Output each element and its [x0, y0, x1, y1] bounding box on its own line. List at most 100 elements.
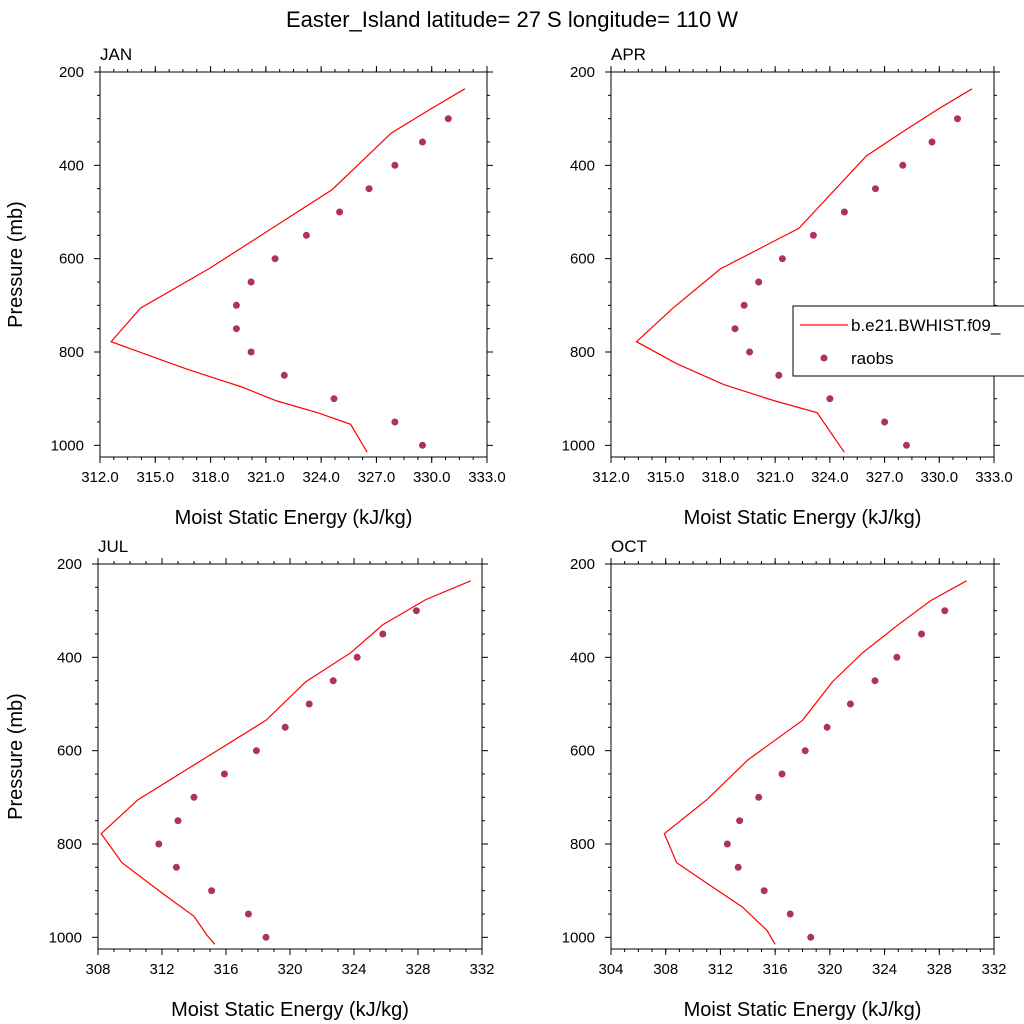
raobs-point: [893, 653, 901, 661]
y-tick-label: 400: [570, 649, 595, 666]
y-tick-label: 400: [570, 157, 595, 174]
y-tick-label: 1000: [49, 929, 82, 946]
series-model-line: [110, 88, 466, 453]
x-tick-label: 332: [469, 961, 494, 978]
y-tick-label: 800: [59, 344, 84, 361]
raobs-point: [412, 607, 420, 615]
plot-frame: [99, 71, 488, 458]
raobs-point: [271, 255, 279, 263]
legend-box: [792, 305, 1024, 377]
y-tick-label: 1000: [562, 929, 595, 946]
raobs-point: [174, 817, 182, 825]
raobs-point: [232, 325, 240, 333]
raobs-point: [252, 747, 260, 755]
x-tick-label: 312.0: [592, 469, 630, 486]
panel-jan: 312.0 315.0 318.0 321.0 324.0 327.0 330.0 333.0…: [5, 45, 506, 529]
y-axis-label: Pressure (mb): [5, 201, 27, 328]
raobs-point: [786, 910, 794, 918]
raobs-point: [755, 278, 763, 286]
raobs-point: [330, 395, 338, 403]
plot-frame: [97, 563, 483, 950]
x-tick-label: 328: [927, 961, 952, 978]
x-tick-label: 316: [763, 961, 788, 978]
x-tick-label: 318.0: [702, 469, 740, 486]
raobs-point: [928, 138, 936, 146]
raobs-point: [305, 700, 313, 708]
x-tick-label: 315.0: [137, 469, 175, 486]
x-tick-label: 320: [817, 961, 842, 978]
raobs-point: [172, 863, 180, 871]
y-tick-label: 200: [57, 556, 82, 573]
panels: 312.0 315.0 318.0 321.0 324.0 327.0 330.0 333.0…: [5, 45, 1013, 1021]
legend-marker-swatch: [820, 354, 828, 362]
x-tick-label: 332: [981, 961, 1006, 978]
x-tick-label: 321.0: [247, 469, 285, 486]
legend: b.e21.BWHIST.f09_raobs: [792, 305, 1024, 377]
y-tick-label: 1000: [51, 437, 84, 454]
raobs-point: [941, 607, 949, 615]
panel-apr: 312.0 315.0 318.0 321.0 324.0 327.0 330.0 333.0…: [562, 45, 1013, 529]
y-tick-label: 200: [570, 556, 595, 573]
x-tick-label: 330.0: [921, 469, 959, 486]
panel-label: JAN: [100, 45, 132, 64]
x-axis-label: Moist Static Energy (kJ/kg): [171, 999, 409, 1021]
x-tick-label: 333.0: [975, 469, 1013, 486]
raobs-point: [881, 418, 889, 426]
panel-oct: 304 308 312 316 320 324 328 332 200 400 600 800 1000…: [562, 537, 1007, 1021]
raobs-point: [903, 441, 910, 449]
raobs-point: [775, 371, 783, 379]
x-tick-label: 320: [277, 961, 302, 978]
x-tick-label: 312.0: [81, 469, 119, 486]
x-tick-label: 316: [213, 961, 238, 978]
x-tick-label: 318.0: [192, 469, 230, 486]
raobs-point: [840, 208, 848, 216]
raobs-point: [801, 747, 809, 755]
x-axis-label: Moist Static Energy (kJ/kg): [175, 507, 413, 529]
x-tick-label: 327.0: [358, 469, 396, 486]
raobs-point: [232, 301, 240, 309]
raobs-point: [262, 933, 270, 941]
raobs-point: [365, 185, 373, 193]
raobs-point: [280, 371, 288, 379]
x-axis-label: Moist Static Energy (kJ/kg): [684, 507, 922, 529]
raobs-point: [918, 630, 925, 638]
raobs-point: [740, 301, 748, 309]
raobs-point: [329, 677, 337, 685]
panel-jul: 308 312 316 320 324 328 332 200 400 600 800 1000 JUL…: [5, 537, 495, 1021]
x-tick-label: 324.0: [811, 469, 849, 486]
raobs-point: [778, 255, 786, 263]
raobs-point: [220, 770, 228, 778]
x-tick-label: 308: [653, 961, 678, 978]
panel-label: JUL: [98, 537, 128, 556]
raobs-point: [336, 208, 344, 216]
x-tick-label: 315.0: [647, 469, 685, 486]
raobs-point: [731, 325, 739, 333]
raobs-point: [807, 933, 815, 941]
raobs-point: [723, 840, 731, 848]
series-model-line: [663, 580, 967, 945]
raobs-point: [419, 138, 426, 146]
panel-label: APR: [611, 45, 646, 64]
y-tick-label: 400: [59, 157, 84, 174]
x-tick-label: 328: [405, 961, 430, 978]
raobs-point: [281, 723, 289, 731]
series-model-line: [100, 580, 472, 945]
plot-frame: [610, 563, 995, 950]
raobs-point: [391, 161, 399, 169]
raobs-point: [826, 395, 834, 403]
raobs-point: [190, 793, 198, 801]
x-tick-label: 330.0: [413, 469, 451, 486]
raobs-point: [734, 863, 742, 871]
x-tick-label: 324: [872, 961, 897, 978]
panel-label: OCT: [611, 537, 647, 556]
raobs-point: [954, 115, 961, 123]
x-axis-label: Moist Static Energy (kJ/kg): [684, 999, 922, 1021]
raobs-point: [846, 700, 854, 708]
raobs-point: [871, 677, 879, 685]
raobs-point: [755, 793, 763, 801]
x-tick-label: 304: [598, 961, 623, 978]
legend-label-raobs: raobs: [851, 349, 894, 368]
raobs-point: [872, 185, 879, 193]
y-tick-label: 600: [59, 251, 84, 268]
y-tick-label: 600: [570, 251, 595, 268]
